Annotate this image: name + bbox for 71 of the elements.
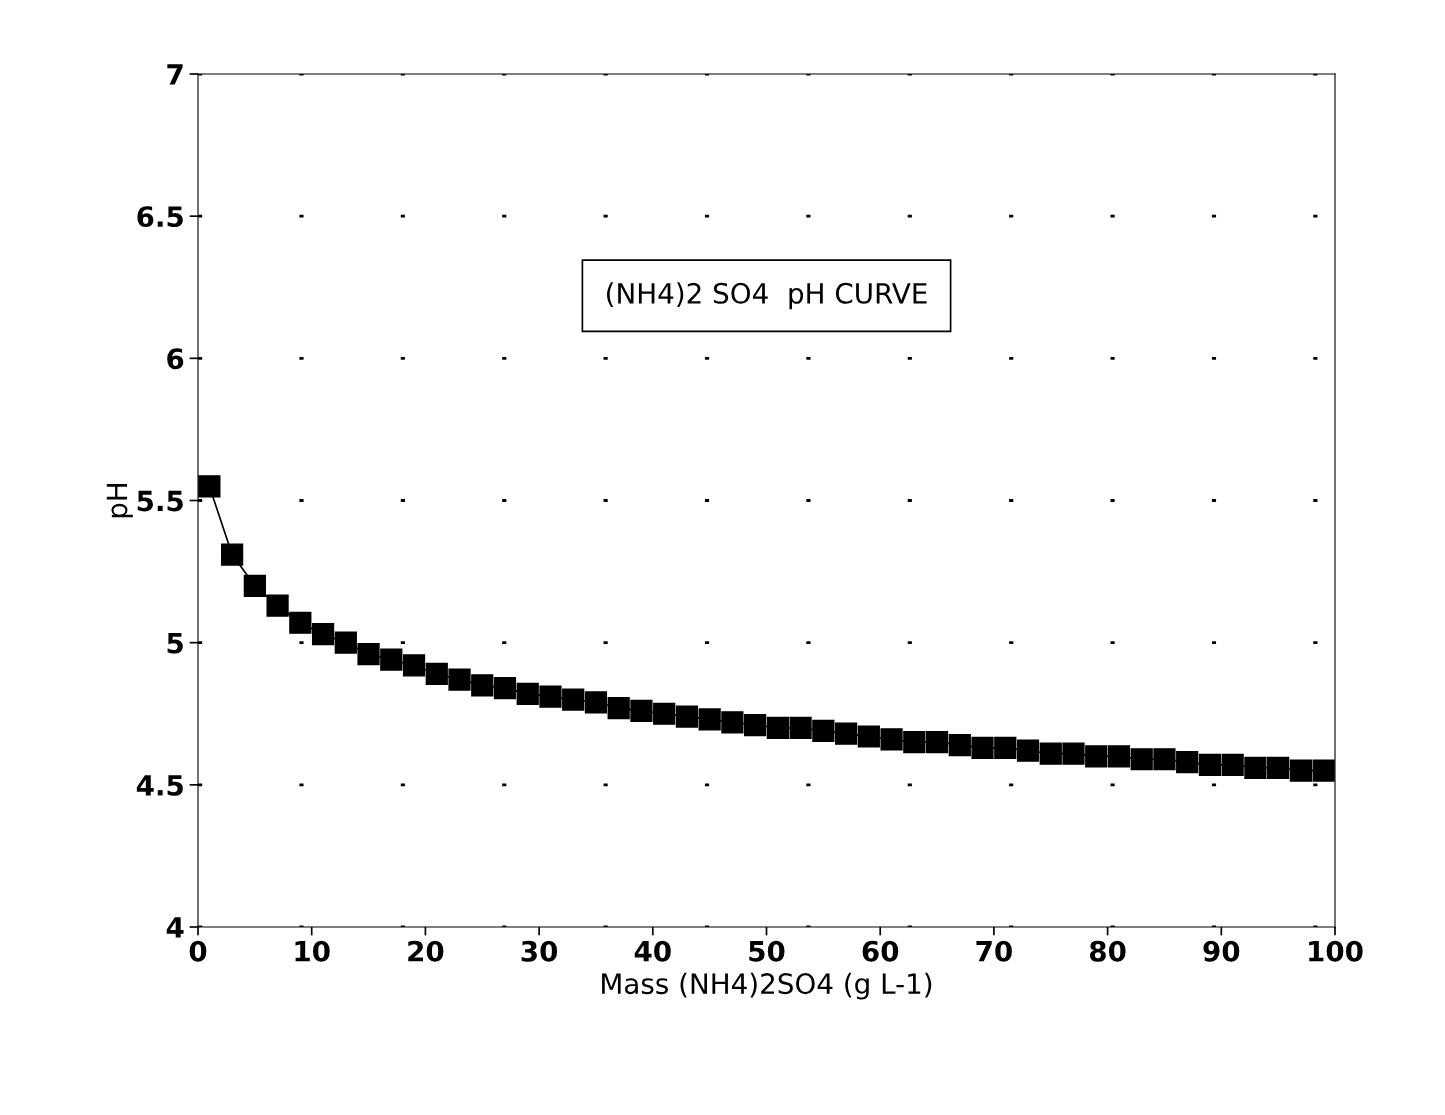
point — [220, 543, 244, 566]
y-tick-label: 4 — [166, 917, 184, 938]
y-tick-label: 5 — [167, 632, 183, 654]
x-tick-label: 10 — [295, 940, 330, 962]
point — [1267, 756, 1290, 779]
point — [1085, 745, 1108, 768]
point — [380, 648, 403, 671]
point — [675, 705, 699, 728]
y-tick-label: 4.5 — [136, 775, 183, 796]
point — [1176, 750, 1199, 774]
point — [857, 725, 880, 748]
x-tick-label: 60 — [862, 940, 899, 962]
point — [1130, 748, 1153, 771]
x-tick-label: 100 — [1309, 940, 1363, 962]
point — [357, 642, 380, 666]
point — [1016, 739, 1040, 762]
point — [289, 611, 312, 634]
x-tick-label: 90 — [1203, 940, 1240, 962]
point — [698, 708, 721, 731]
y-tick-label: 6 — [167, 348, 184, 370]
point — [903, 731, 926, 754]
point — [448, 668, 471, 691]
point — [607, 696, 630, 720]
point — [1153, 748, 1176, 771]
point — [471, 674, 494, 697]
point — [1244, 756, 1267, 779]
point — [311, 623, 335, 646]
point — [334, 631, 357, 654]
point — [880, 728, 903, 751]
point — [653, 702, 676, 725]
x-tick-label: 0 — [189, 940, 207, 962]
point — [493, 677, 517, 700]
point — [1289, 759, 1313, 782]
point — [1221, 753, 1244, 777]
point — [948, 733, 971, 757]
point — [516, 682, 539, 705]
x-axis-title: Mass (NH4)2SO4 (g L-1) — [602, 972, 932, 1000]
point — [1312, 759, 1335, 782]
point — [584, 691, 608, 714]
point — [630, 699, 653, 723]
point — [425, 662, 448, 686]
point — [562, 688, 585, 711]
x-tick-label: 70 — [976, 940, 1012, 962]
point — [539, 685, 562, 708]
point — [834, 722, 858, 745]
y-tick-label: 7 — [167, 64, 183, 85]
point — [1062, 742, 1085, 765]
point — [971, 736, 994, 759]
point — [1198, 753, 1222, 777]
y-tick-label: 5.5 — [137, 490, 183, 512]
x-tick-label: 40 — [634, 940, 671, 962]
point — [925, 731, 949, 754]
x-tick-label: 80 — [1089, 940, 1126, 962]
point — [243, 574, 266, 597]
point — [744, 714, 767, 737]
point — [266, 594, 289, 617]
point — [198, 475, 221, 498]
y-axis-title: pH — [106, 483, 133, 518]
point — [402, 654, 426, 677]
point — [1039, 742, 1062, 765]
text: (NH4)2 SO4 pH CURVE — [607, 282, 927, 310]
y-tick-label: 6.5 — [137, 206, 183, 228]
point — [812, 719, 835, 742]
x-tick-label: 20 — [408, 940, 444, 962]
point — [994, 736, 1017, 759]
x-tick-label: 50 — [749, 940, 785, 962]
point — [1107, 745, 1131, 768]
point — [766, 716, 789, 740]
x-tick-label: 30 — [521, 940, 558, 962]
point — [789, 716, 812, 740]
point — [721, 711, 744, 734]
